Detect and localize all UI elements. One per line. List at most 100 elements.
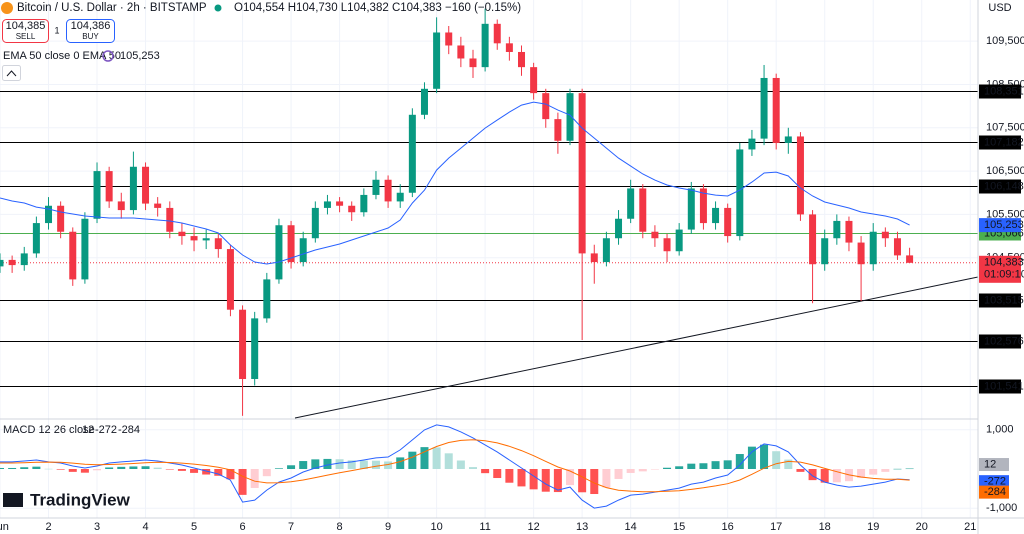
buy-button[interactable]: [66, 19, 115, 43]
axes: 104,500105,500106,500107,500108,500109,5…: [0, 35, 1024, 533]
candle-body: [81, 218, 89, 280]
macd-histogram-bar: [444, 453, 453, 469]
candle-body: [105, 171, 113, 202]
ema-tag-label: 105,253: [984, 219, 1024, 231]
currency: USD: [988, 2, 1011, 14]
y-tick-label: 107,500: [986, 122, 1024, 134]
macd-histogram-bar: [117, 466, 126, 469]
x-tick-label: 2: [45, 521, 51, 533]
candle-body: [287, 225, 295, 263]
macd-histogram-bar: [808, 469, 817, 481]
macd-histogram-bar: [663, 467, 672, 469]
level-tag: [979, 135, 1021, 150]
level-tag: [979, 334, 1021, 349]
candle-body: [420, 88, 428, 115]
candle-body: [0, 259, 4, 267]
candle-body: [457, 45, 465, 59]
macd-histogram-bar: [44, 468, 53, 470]
candle-body: [214, 238, 222, 250]
level-tag-label: 102,576: [984, 335, 1024, 347]
market-status: [214, 4, 222, 12]
spread: 1: [54, 25, 59, 35]
sell-price: 104,385: [6, 20, 46, 32]
y-tick-label: -1,000: [986, 502, 1017, 514]
level-tag-label: 107,182: [984, 136, 1024, 148]
macd-histogram-bar: [626, 469, 635, 473]
macd-histogram-bar: [20, 467, 29, 469]
x-tick-label: 6: [239, 521, 245, 533]
macd-histogram-bar: [857, 469, 866, 479]
macd-histogram-bar: [493, 469, 502, 479]
signal-line: [0, 439, 910, 493]
macd-histogram-bar: [371, 460, 380, 469]
last-price-label: 104,383: [984, 257, 1024, 269]
ema-tag: [979, 218, 1021, 233]
ema-line: [0, 101, 910, 265]
ema-settings-icon[interactable]: [102, 50, 114, 62]
macd-histogram-bar: [250, 469, 259, 488]
macd-histogram-bar: [723, 460, 732, 469]
y-tick-label: 109,500: [986, 35, 1024, 47]
x-tick-label: 13: [576, 521, 588, 533]
macd-histogram-bar: [105, 467, 114, 469]
candle-body: [869, 231, 877, 265]
candle-body: [772, 77, 780, 143]
candle-body: [263, 279, 271, 319]
candle-body: [226, 249, 234, 310]
macd-histogram-bar: [711, 461, 720, 469]
candle-body: [881, 231, 889, 239]
macd-tag: [979, 475, 1009, 489]
candle-body: [202, 238, 210, 241]
macd-histogram-bar: [614, 469, 623, 479]
macd-histogram-bar: [347, 460, 356, 469]
candle-body: [323, 201, 331, 208]
candle-body: [833, 220, 841, 239]
candle-body: [675, 229, 683, 252]
symbol-title[interactable]: Bitcoin / U.S. Dollar · 2h · BITSTAMP: [17, 2, 207, 14]
x-tick-label: 7: [288, 521, 294, 533]
sell-button[interactable]: [2, 19, 49, 43]
level-tag: [979, 84, 1021, 99]
x-tick-label: 4: [142, 521, 148, 533]
buy-price: 104,386: [71, 20, 111, 32]
x-tick-label: 17: [770, 521, 782, 533]
macd-histogram-bar: [80, 469, 89, 473]
candle-body: [117, 201, 125, 211]
macd-histogram-bar: [165, 469, 174, 470]
x-tick-label: 21: [964, 521, 976, 533]
macd-histogram-bar: [335, 459, 344, 469]
macd-histogram-bar: [32, 466, 41, 469]
buy-label: BUY: [82, 32, 99, 41]
macd-histogram-bar: [420, 447, 429, 469]
macd-histogram-bar: [541, 469, 550, 492]
x-tick-label: 16: [722, 521, 734, 533]
collapse-button[interactable]: [2, 65, 21, 81]
candle-body: [784, 136, 792, 143]
bitcoin-icon: [1, 2, 13, 14]
signal-tag-label: -284: [984, 486, 1006, 498]
macd-histogram-bar: [505, 469, 514, 483]
candle-body: [348, 205, 356, 213]
candle-body: [372, 179, 380, 195]
signal-tag: [979, 485, 1009, 499]
macd-histogram-bar: [468, 467, 477, 469]
hist-tag: [979, 458, 1009, 472]
level-tag-label: 108,351: [984, 85, 1024, 97]
y-tick-label: 106,500: [986, 165, 1024, 177]
candle-body: [687, 188, 695, 230]
candle-body: [311, 207, 319, 239]
candle-body: [906, 255, 914, 263]
candle-body: [639, 188, 647, 232]
candle-body: [748, 138, 756, 150]
x-tick-label: 20: [916, 521, 928, 533]
macd-histogram-bar: [869, 469, 878, 475]
macd-line: [0, 424, 910, 509]
macd-histogram-bar: [905, 468, 914, 470]
candle-body: [554, 119, 562, 141]
macd-histogram-bar: [481, 469, 490, 474]
macd-histogram-bar: [68, 469, 77, 472]
x-tick-label: 19: [867, 521, 879, 533]
macd-histogram-bar: [553, 469, 562, 493]
